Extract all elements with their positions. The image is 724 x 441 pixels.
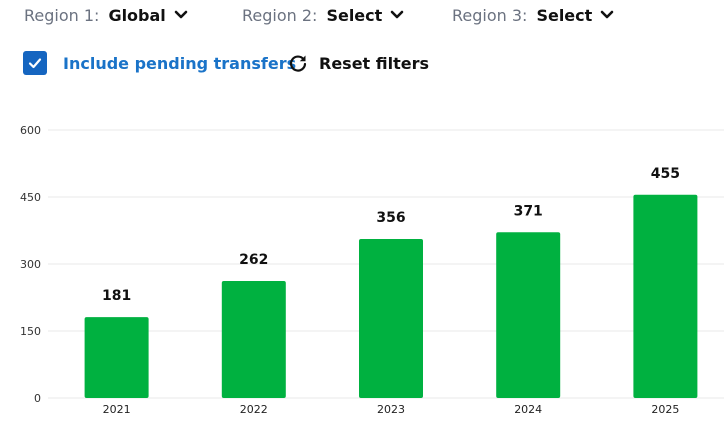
region-2-value: Select <box>326 5 383 25</box>
bar-2025 <box>633 194 698 398</box>
include-pending-option: Include pending transfers <box>23 50 296 76</box>
x-axis: 2021 2022 2023 2024 2025 <box>103 403 680 416</box>
region-1-dropdown[interactable]: Region 1: Global <box>24 4 188 26</box>
chevron-down-icon <box>390 10 404 19</box>
data-label: 356 <box>376 210 405 226</box>
reset-filters-button[interactable]: Reset filters <box>288 50 429 76</box>
data-label: 262 <box>239 252 268 268</box>
region-3-value: Select <box>536 5 593 25</box>
bar-2022 <box>221 280 286 398</box>
y-tick-label: 450 <box>20 191 41 204</box>
data-label: 455 <box>651 166 680 182</box>
data-label: 371 <box>514 203 543 219</box>
region-1-label: Region 1: <box>24 5 100 25</box>
x-tick-label: 2021 <box>103 403 131 416</box>
region-3-dropdown[interactable]: Region 3: Select <box>452 4 614 26</box>
bars <box>84 194 698 398</box>
chevron-down-icon <box>174 10 188 19</box>
bar-2023 <box>359 238 423 398</box>
refresh-icon <box>289 55 307 72</box>
region-3-label: Region 3: <box>452 5 528 25</box>
bar-2021 <box>84 317 149 398</box>
y-axis: 0 150 300 450 600 <box>20 124 41 405</box>
include-pending-checkbox[interactable] <box>23 51 47 75</box>
include-pending-label[interactable]: Include pending transfers <box>63 53 297 73</box>
region-2-label: Region 2: <box>242 5 318 25</box>
chevron-down-icon <box>600 10 614 19</box>
reset-filters-label: Reset filters <box>319 53 430 73</box>
check-icon <box>28 58 42 69</box>
y-tick-label: 0 <box>34 392 41 405</box>
bar-2024 <box>496 232 561 398</box>
x-tick-label: 2025 <box>651 403 679 416</box>
region-1-value: Global <box>108 5 166 25</box>
data-label: 181 <box>102 288 131 304</box>
y-tick-label: 300 <box>20 258 41 271</box>
x-tick-label: 2023 <box>377 403 405 416</box>
data-labels: 181 262 356 371 455 <box>102 166 680 304</box>
region-2-dropdown[interactable]: Region 2: Select <box>242 4 404 26</box>
y-tick-label: 150 <box>20 325 41 338</box>
x-tick-label: 2024 <box>514 403 542 416</box>
y-tick-label: 600 <box>20 124 41 137</box>
x-tick-label: 2022 <box>240 403 268 416</box>
